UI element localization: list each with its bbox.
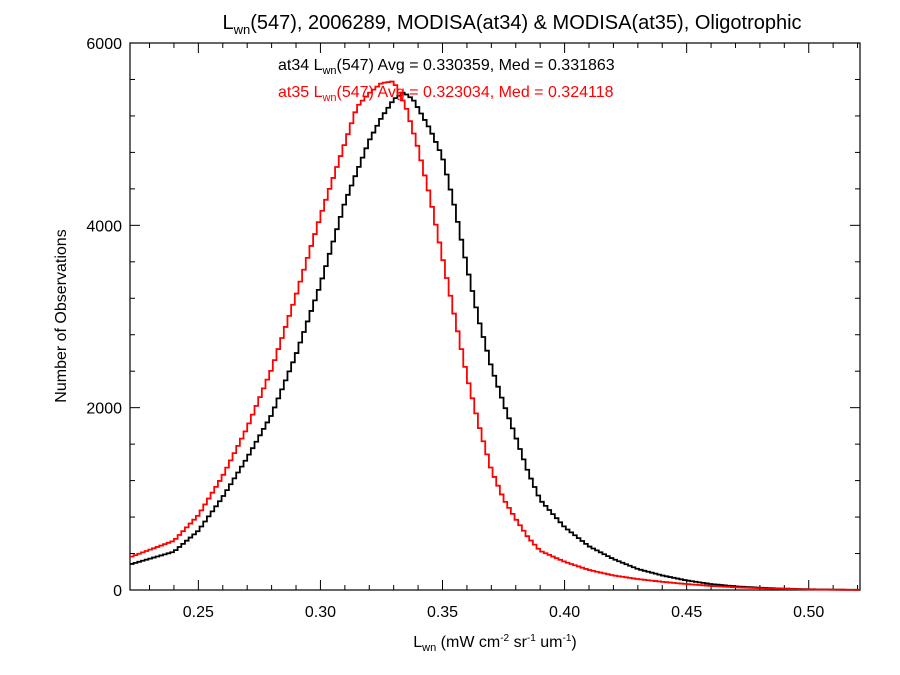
x-tick-label: 0.50 xyxy=(793,604,824,621)
legend-at35-prefix: at35 L xyxy=(278,84,323,101)
title-prefix: L xyxy=(222,12,233,34)
xlabel-subscript: wn xyxy=(421,642,436,654)
y-tick-label: 4000 xyxy=(86,218,122,235)
xlabel-sup1: -2 xyxy=(500,633,509,644)
xlabel-part2: sr xyxy=(509,634,527,651)
x-axis-label: Lwn (mW cm-2 sr-1 um-1) xyxy=(413,633,576,654)
xlabel-part1: (mW cm xyxy=(436,634,500,651)
legend-at34-subscript: wn xyxy=(321,65,336,77)
legend-at34-prefix: at34 L xyxy=(278,57,323,74)
x-tick-label: 0.30 xyxy=(305,604,336,621)
xlabel-part4: ) xyxy=(571,634,576,651)
x-tick-label: 0.40 xyxy=(549,604,580,621)
series-line-at35 xyxy=(130,80,860,591)
x-tick-label: 0.45 xyxy=(671,604,702,621)
xlabel-sup3: -1 xyxy=(562,633,571,644)
x-axis-ticks: 0.25 0.30 0.35 0.40 0.45 0.50 xyxy=(149,43,859,621)
xlabel-part3: um xyxy=(536,634,563,651)
x-tick-label: 0.25 xyxy=(183,604,214,621)
y-tick-label: 2000 xyxy=(86,401,122,418)
plot-frame xyxy=(129,42,861,591)
legend-entry-at34: at34 Lwn(547) Avg = 0.330359, Med = 0.33… xyxy=(278,57,615,77)
series-group xyxy=(130,80,860,591)
y-axis-ticks: 0 2000 4000 6000 xyxy=(86,36,860,600)
xlabel-sup2: -1 xyxy=(527,633,536,644)
legend-at35-subscript: wn xyxy=(321,92,336,104)
legend-entry-at35: at35 Lwn(547) Avg = 0.323034, Med = 0.32… xyxy=(278,84,614,104)
y-tick-label: 6000 xyxy=(86,36,122,53)
title-suffix: (547), 2006289, MODISA(at34) & MODISA(at… xyxy=(250,12,801,34)
xlabel-prefix: L xyxy=(413,634,422,651)
legend-at34-suffix: (547) Avg = 0.330359, Med = 0.331863 xyxy=(337,57,615,74)
y-axis-label: Number of Observations xyxy=(53,229,70,402)
series-line-at34 xyxy=(130,91,860,591)
x-tick-label: 0.35 xyxy=(427,604,458,621)
y-tick-label: 0 xyxy=(113,583,122,600)
legend-at35-suffix: (547) Avg = 0.323034, Med = 0.324118 xyxy=(337,84,614,101)
title-subscript: wn xyxy=(233,22,251,37)
chart-title: Lwn(547), 2006289, MODISA(at34) & MODISA… xyxy=(222,12,801,37)
